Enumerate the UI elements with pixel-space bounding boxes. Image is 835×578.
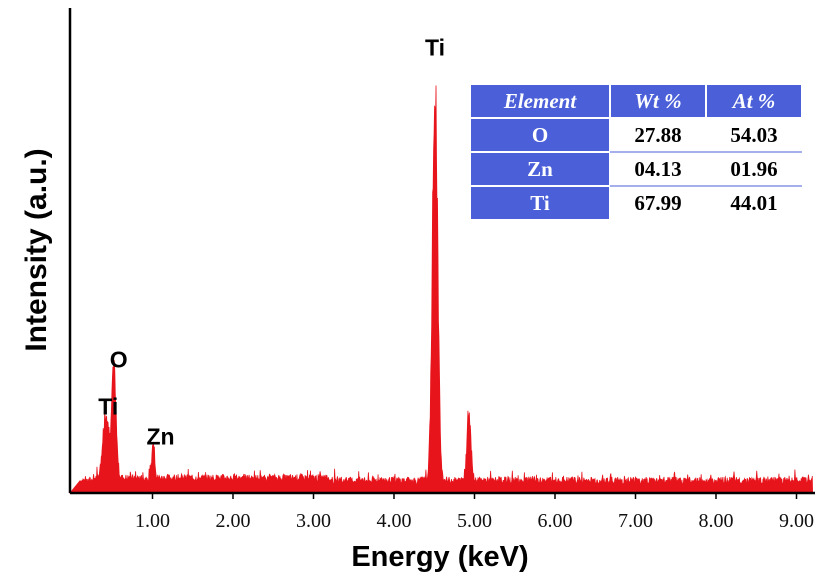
table-at-value: 44.01: [730, 191, 777, 215]
peak-label: Zn: [146, 423, 174, 449]
peak-label: O: [110, 346, 128, 372]
table-header-label: Wt %: [634, 89, 681, 113]
table-element-cell: [469, 151, 611, 187]
x-tick-label: 6.00: [538, 510, 573, 532]
x-tick-label: 9.00: [779, 510, 814, 532]
table-wt-value: 27.88: [634, 123, 681, 147]
table-element-label: O: [532, 123, 548, 147]
table-value-cell: [609, 185, 707, 221]
spectrum-series: [69, 85, 814, 494]
spectrum-trace: [69, 85, 814, 494]
table-header-cell: [469, 83, 611, 119]
peak-annotations: Ti O Zn Ti: [98, 35, 445, 450]
table-header-label: At %: [731, 89, 776, 113]
table-header-label: Element: [503, 89, 577, 113]
x-tick-label: 8.00: [699, 510, 734, 532]
table-element-label: Zn: [527, 157, 553, 181]
x-tick-label: 7.00: [618, 510, 653, 532]
x-tick-label: 4.00: [377, 510, 412, 532]
table-element-cell: [469, 185, 611, 221]
x-tick-label: 2.00: [216, 510, 251, 532]
table-wt-value: 04.13: [634, 157, 681, 181]
table-value-cell: [705, 185, 803, 221]
x-tick-label: 5.00: [457, 510, 492, 532]
peak-label: Ti: [98, 393, 118, 419]
y-axis-title: Intensity (a.u.): [20, 148, 53, 351]
table-wt-value: 67.99: [634, 191, 681, 215]
x-axis-ticks: 1.00 2.00 3.00 4.00 5.00 6.00 7.00 8.00 9.00: [135, 493, 814, 532]
x-axis-title: Energy (keV): [351, 541, 528, 573]
composition-table: Element Wt % At % O 27.88 54.03 Zn 04.13 01.96 Ti…: [469, 83, 803, 221]
x-tick-label: 3.00: [296, 510, 331, 532]
table-at-value: 01.96: [730, 157, 777, 181]
peak-label: Ti: [425, 35, 445, 61]
table-element-label: Ti: [530, 191, 550, 215]
table-header-cell: [609, 83, 707, 119]
x-tick-label: 1.00: [135, 510, 170, 532]
table-element-cell: [469, 117, 611, 153]
table-at-value: 54.03: [730, 123, 777, 147]
